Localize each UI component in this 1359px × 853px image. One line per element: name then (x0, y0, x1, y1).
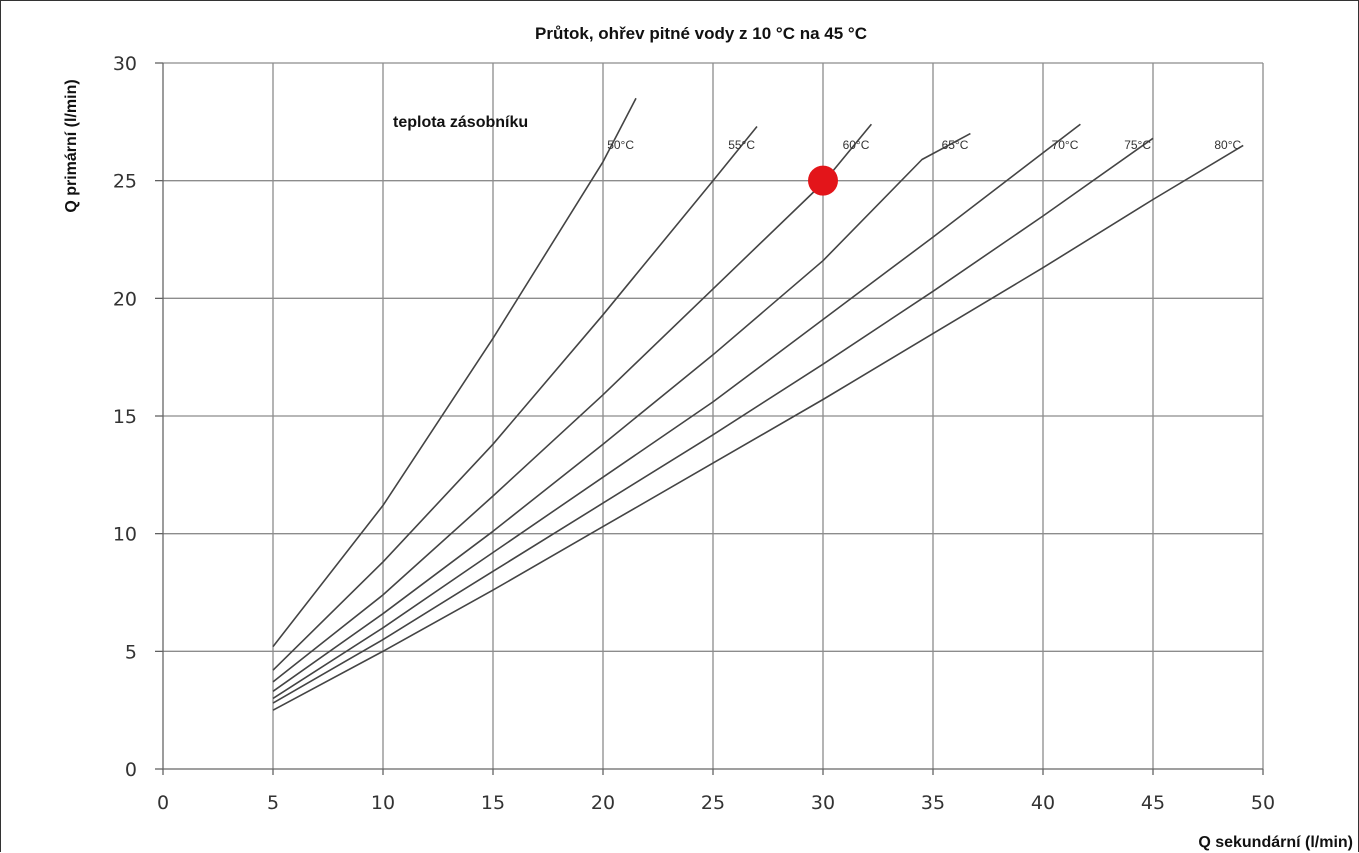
series-line-65c (272, 132, 971, 692)
series-label-55c: 55°C (728, 138, 755, 152)
series-line-50c (272, 97, 637, 648)
x-tick-label-10: 10 (371, 792, 395, 814)
series-label-50c: 50°C (607, 138, 634, 152)
series-line-80c (272, 144, 1244, 711)
x-tick-label-35: 35 (921, 792, 945, 814)
x-tick-label-50: 50 (1251, 792, 1275, 814)
axes (155, 62, 1264, 775)
series-line-55c (272, 125, 758, 671)
x-tick-label-40: 40 (1031, 792, 1055, 814)
series-label-75c: 75°C (1124, 138, 1151, 152)
series-label-80c: 80°C (1214, 138, 1241, 152)
series-label-70c: 70°C (1052, 138, 1079, 152)
series-label-60c: 60°C (843, 138, 870, 152)
x-tick-label-15: 15 (481, 792, 505, 814)
annotation-storage-temperature: teplota zásobníku (393, 114, 528, 131)
series-label-65c: 65°C (942, 138, 969, 152)
y-tick-label-25: 25 (113, 171, 137, 193)
series-line-60c (272, 123, 873, 683)
x-tick-label-25: 25 (701, 792, 725, 814)
x-tick-labels: 0 5 10 15 20 25 30 35 40 45 50 (157, 792, 1275, 814)
chart-title: Průtok, ohřev pitné vody z 10 °C na 45 °… (535, 24, 867, 43)
series-lines (272, 97, 1244, 711)
y-tick-labels: 0 5 10 15 20 25 30 (113, 53, 137, 781)
y-tick-label-30: 30 (113, 53, 137, 75)
x-tick-label-20: 20 (591, 792, 615, 814)
y-tick-label-0: 0 (125, 759, 137, 781)
x-axis-label: Q sekundární (l/min) (1198, 834, 1353, 851)
series-line-70c (272, 123, 1081, 700)
y-tick-label-20: 20 (113, 288, 137, 310)
x-tick-label-5: 5 (267, 792, 279, 814)
series-line-75c (272, 137, 1154, 704)
y-axis-label: Q primární (l/min) (63, 79, 80, 212)
y-tick-label-5: 5 (125, 641, 137, 663)
x-tick-label-45: 45 (1141, 792, 1165, 814)
y-tick-label-10: 10 (113, 524, 137, 546)
x-tick-label-0: 0 (157, 792, 169, 814)
y-tick-label-15: 15 (113, 406, 137, 428)
highlight-layer (808, 165, 838, 196)
x-tick-label-30: 30 (811, 792, 835, 814)
series-labels: 50°C 55°C 60°C 65°C 70°C 75°C 80°C (607, 138, 1241, 152)
highlight-point (808, 165, 838, 196)
